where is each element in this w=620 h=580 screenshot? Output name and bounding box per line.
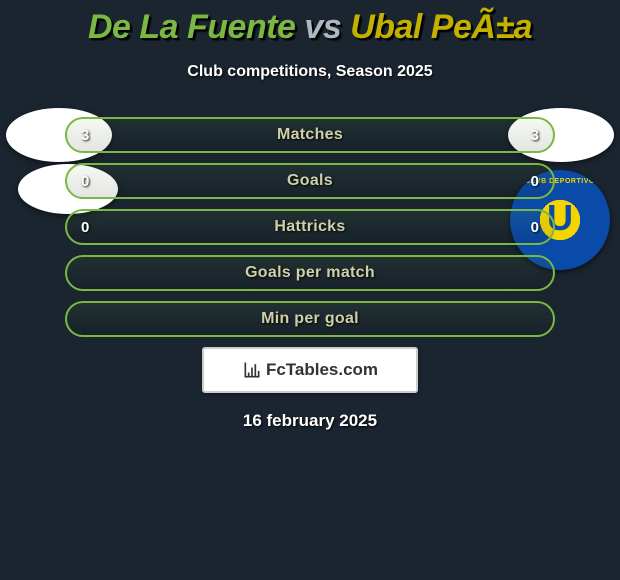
subtitle: Club competitions, Season 2025 [0, 63, 620, 81]
stat-label: Goals [101, 172, 519, 190]
stat-left-value: 0 [81, 173, 101, 190]
stat-right-value: 0 [519, 219, 539, 236]
stat-label: Goals per match [101, 264, 519, 282]
stat-left-value: 0 [81, 219, 101, 236]
page-title: De La Fuente vs Ubal PeÃ±a [0, 0, 620, 47]
player2-name: Ubal PeÃ±a [350, 8, 532, 46]
stat-label: Matches [101, 126, 519, 144]
fctables-text: FcTables.com [266, 360, 378, 380]
stats-rows: 3 Matches 3 0 Goals 0 0 Hattricks 0 Goal… [65, 117, 555, 337]
stat-row: Goals per match [65, 255, 555, 291]
comparison-card: De La Fuente vs Ubal PeÃ±a Club competit… [0, 0, 620, 431]
chart-icon [242, 360, 262, 380]
stat-right-value: 0 [519, 173, 539, 190]
stat-right-value: 3 [519, 127, 539, 144]
vs-text: vs [304, 8, 341, 46]
stat-left-value: 3 [81, 127, 101, 144]
stat-row: 0 Goals 0 [65, 163, 555, 199]
fctables-logo[interactable]: FcTables.com [202, 347, 418, 393]
stat-row: Min per goal [65, 301, 555, 337]
stat-label: Min per goal [101, 310, 519, 328]
date-text: 16 february 2025 [0, 411, 620, 431]
player1-name: De La Fuente [88, 8, 295, 46]
stat-row: 0 Hattricks 0 [65, 209, 555, 245]
stat-row: 3 Matches 3 [65, 117, 555, 153]
stat-label: Hattricks [101, 218, 519, 236]
